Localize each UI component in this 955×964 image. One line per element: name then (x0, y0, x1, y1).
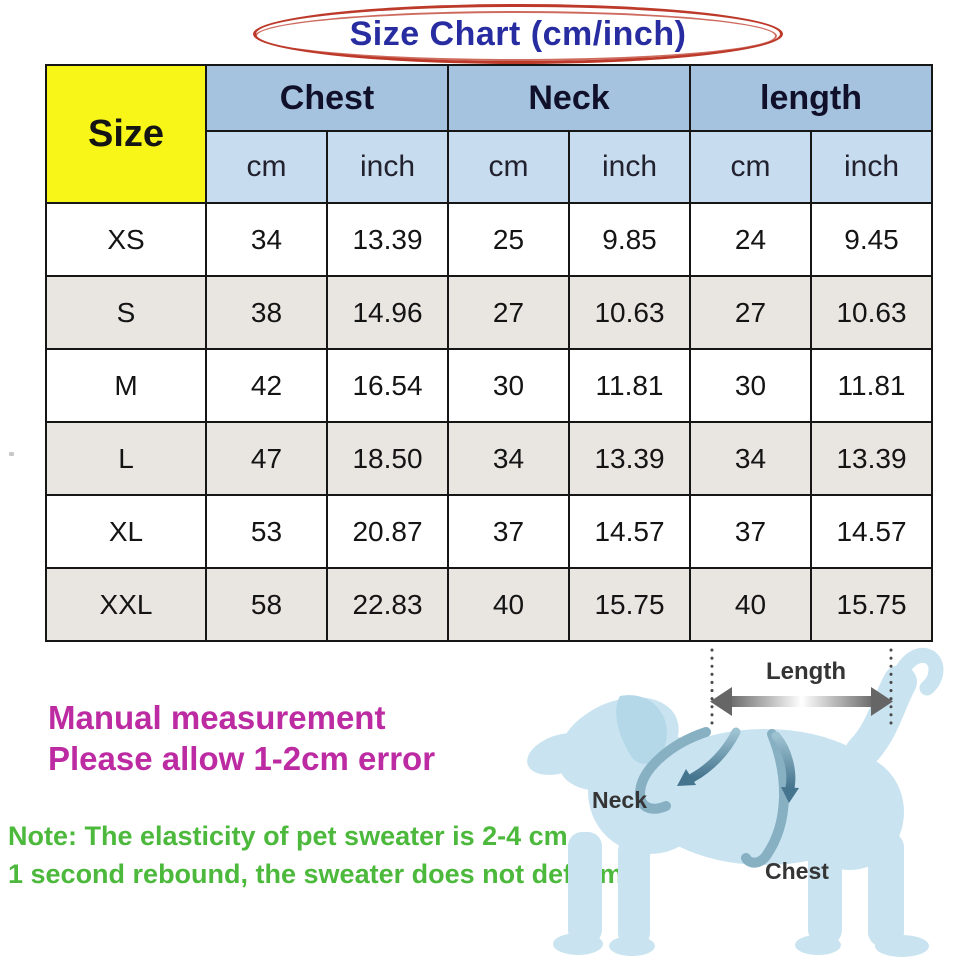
size-label: S (45, 275, 207, 350)
dog-ear-icon (616, 695, 667, 764)
chest-pointer-arrow-icon (771, 731, 799, 803)
value-cell: 58 (205, 567, 328, 642)
value-cell: 27 (689, 275, 812, 350)
neck-group-header: Neck (447, 64, 691, 132)
size-chart-table: Size Chest Neck length cm inch cm inch c… (45, 64, 934, 642)
size-label: XS (45, 202, 207, 277)
value-cell: 30 (689, 348, 812, 423)
chest-group-header: Chest (205, 64, 449, 132)
value-cell: 14.57 (809, 494, 934, 569)
table-unit-row: cm inch cm inch cm inch (46, 130, 934, 204)
value-cell: 37 (447, 494, 570, 569)
value-cell: 40 (689, 567, 812, 642)
scan-artifact-dot (9, 452, 14, 456)
value-cell: 9.85 (568, 202, 691, 277)
value-cell: 24 (689, 202, 812, 277)
size-chart-title: Size Chart (cm/inch) (349, 14, 687, 53)
value-cell: 34 (689, 421, 812, 496)
table-row-xs: XS 34 13.39 25 9.85 24 9.45 (45, 202, 934, 277)
chest-cm-header: cm (205, 130, 328, 204)
table-row-xl: XL 53 20.87 37 14.57 37 14.57 (45, 494, 934, 569)
neck-cm-header: cm (447, 130, 570, 204)
manual-measurement-line2: Please allow 1-2cm error (48, 740, 436, 777)
value-cell: 13.39 (568, 421, 691, 496)
length-cm-header: cm (689, 130, 812, 204)
value-cell: 11.81 (809, 348, 934, 423)
value-cell: 30 (447, 348, 570, 423)
value-cell: 15.75 (809, 567, 934, 642)
value-cell: 11.81 (568, 348, 691, 423)
dog-measurement-diagram (527, 647, 944, 957)
neck-inch-header: inch (568, 130, 691, 204)
size-label: L (45, 421, 207, 496)
chest-inch-header: inch (326, 130, 449, 204)
table-row-m: M 42 16.54 30 11.81 30 11.81 (45, 348, 934, 423)
value-cell: 13.39 (326, 202, 449, 277)
value-cell: 40 (447, 567, 570, 642)
size-label: XXL (45, 567, 207, 642)
table-row-xxl: XXL 58 22.83 40 15.75 40 15.75 (45, 567, 934, 642)
manual-measurement-line1: Manual measurement (48, 699, 386, 736)
size-label: M (45, 348, 207, 423)
size-column-header: Size (45, 64, 207, 204)
value-cell: 47 (205, 421, 328, 496)
chest-label: Chest (765, 858, 829, 884)
value-cell: 22.83 (326, 567, 449, 642)
elasticity-note-line1: Note: The elasticity of pet sweater is 2… (8, 821, 568, 851)
harness-straps-icon (634, 727, 789, 868)
value-cell: 15.75 (568, 567, 691, 642)
table-row-s: S 38 14.96 27 10.63 27 10.63 (45, 275, 934, 350)
value-cell: 53 (205, 494, 328, 569)
value-cell: 34 (447, 421, 570, 496)
elasticity-note-line2: 1 second rebound, the sweater does not d… (8, 859, 624, 889)
table-row-l: L 47 18.50 34 13.39 34 13.39 (45, 421, 934, 496)
value-cell: 16.54 (326, 348, 449, 423)
table-header-group-row: Size Chest Neck length (45, 64, 934, 204)
value-cell: 27 (447, 275, 570, 350)
size-label: XL (45, 494, 207, 569)
value-cell: 20.87 (326, 494, 449, 569)
size-chart-title-ellipse: Size Chart (cm/inch) (253, 4, 783, 64)
dog-silhouette-icon (527, 647, 944, 957)
neck-label: Neck (592, 787, 647, 813)
length-group-header: length (688, 64, 934, 132)
value-cell: 42 (205, 348, 328, 423)
value-cell: 14.57 (568, 494, 691, 569)
value-cell: 10.63 (568, 275, 691, 350)
neck-pointer-arrow-icon (677, 727, 741, 786)
value-cell: 14.96 (326, 275, 449, 350)
length-label: Length (766, 658, 846, 685)
value-cell: 34 (205, 202, 328, 277)
value-cell: 10.63 (809, 275, 934, 350)
manual-measurement-note: Manual measurement Please allow 1-2cm er… (48, 697, 435, 779)
value-cell: 13.39 (809, 421, 934, 496)
value-cell: 9.45 (809, 202, 934, 277)
elasticity-note: Note: The elasticity of pet sweater is 2… (8, 817, 623, 893)
value-cell: 18.50 (326, 421, 449, 496)
length-inch-header: inch (809, 130, 934, 204)
value-cell: 25 (447, 202, 570, 277)
value-cell: 38 (205, 275, 328, 350)
value-cell: 37 (689, 494, 812, 569)
length-arrow-icon (710, 648, 893, 732)
